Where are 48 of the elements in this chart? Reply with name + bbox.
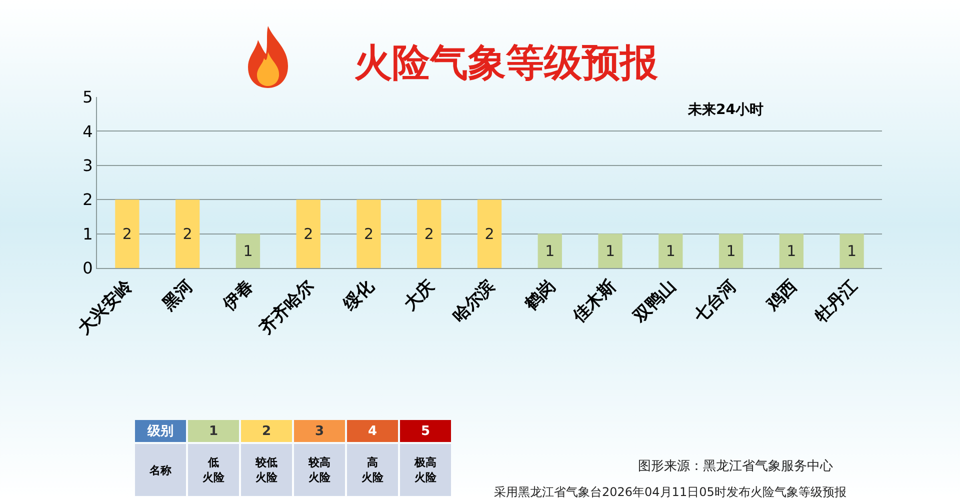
x-tick-label: 鸡西 <box>762 276 801 316</box>
data-label: 4 <box>347 420 398 442</box>
annotation: 未来24小时 <box>687 102 764 118</box>
x-tick-label: 大庆 <box>400 276 439 314</box>
data-label: 2 <box>424 224 434 243</box>
x-tick-label: 高火险 <box>347 444 398 496</box>
data-label: 1 <box>188 420 239 442</box>
x-tick-label: 较低火险 <box>241 444 292 496</box>
data-label: 1 <box>847 242 857 260</box>
data-label: 2 <box>304 224 314 243</box>
data-label: 1 <box>726 242 736 260</box>
data-label: 1 <box>786 242 796 260</box>
data-label: 2 <box>122 224 132 243</box>
y-tick-label: 0 <box>82 258 93 278</box>
x-tick-label: 极高火险 <box>400 444 451 496</box>
x-tick-label: 绥化 <box>339 276 379 316</box>
x-tick-label: 哈尔滨 <box>448 276 500 327</box>
x-tick-label: 较高火险 <box>294 444 345 496</box>
x-tick-label: 鹤岗 <box>520 276 560 316</box>
data-label: 2 <box>364 224 374 243</box>
y-tick-label: 级别 <box>135 420 186 442</box>
x-tick-label: 大兴安岭 <box>74 276 138 339</box>
data-label: 1 <box>605 242 616 260</box>
y-tick-label: 4 <box>82 122 93 141</box>
data-label: 1 <box>243 242 253 260</box>
x-tick-label: 齐齐哈尔 <box>256 276 319 339</box>
x-tick-label: 黑河 <box>158 276 198 316</box>
data-label: 1 <box>666 242 676 260</box>
text: 图形来源：黑龙江省气象服务中心 <box>638 458 833 474</box>
y-tick-label: 5 <box>82 88 93 107</box>
text: 采用黑龙江省气象台2026年04月11日05时发布火险气象等级预报 <box>494 485 846 499</box>
y-tick-label: 2 <box>82 190 93 210</box>
data-label: 5 <box>400 420 451 442</box>
y-tick-label: 1 <box>82 224 93 244</box>
x-tick-label: 七台河 <box>690 276 741 328</box>
x-tick-label: 牡丹江 <box>810 276 862 328</box>
x-tick-label: 低火险 <box>188 444 239 496</box>
data-label: 2 <box>182 224 192 243</box>
data-label: 2 <box>484 224 494 243</box>
data-label: 3 <box>294 420 345 442</box>
data-label: 1 <box>545 242 555 260</box>
x-tick-label: 双鸭山 <box>629 276 680 328</box>
y-tick-label: 3 <box>82 156 93 175</box>
data-label: 2 <box>241 420 292 442</box>
x-tick-label: 伊春 <box>218 276 258 316</box>
x-axis-title: 名称 <box>135 444 186 496</box>
x-tick-label: 佳木斯 <box>568 276 620 328</box>
chart-title: 火险气象等级预报 <box>354 40 659 84</box>
